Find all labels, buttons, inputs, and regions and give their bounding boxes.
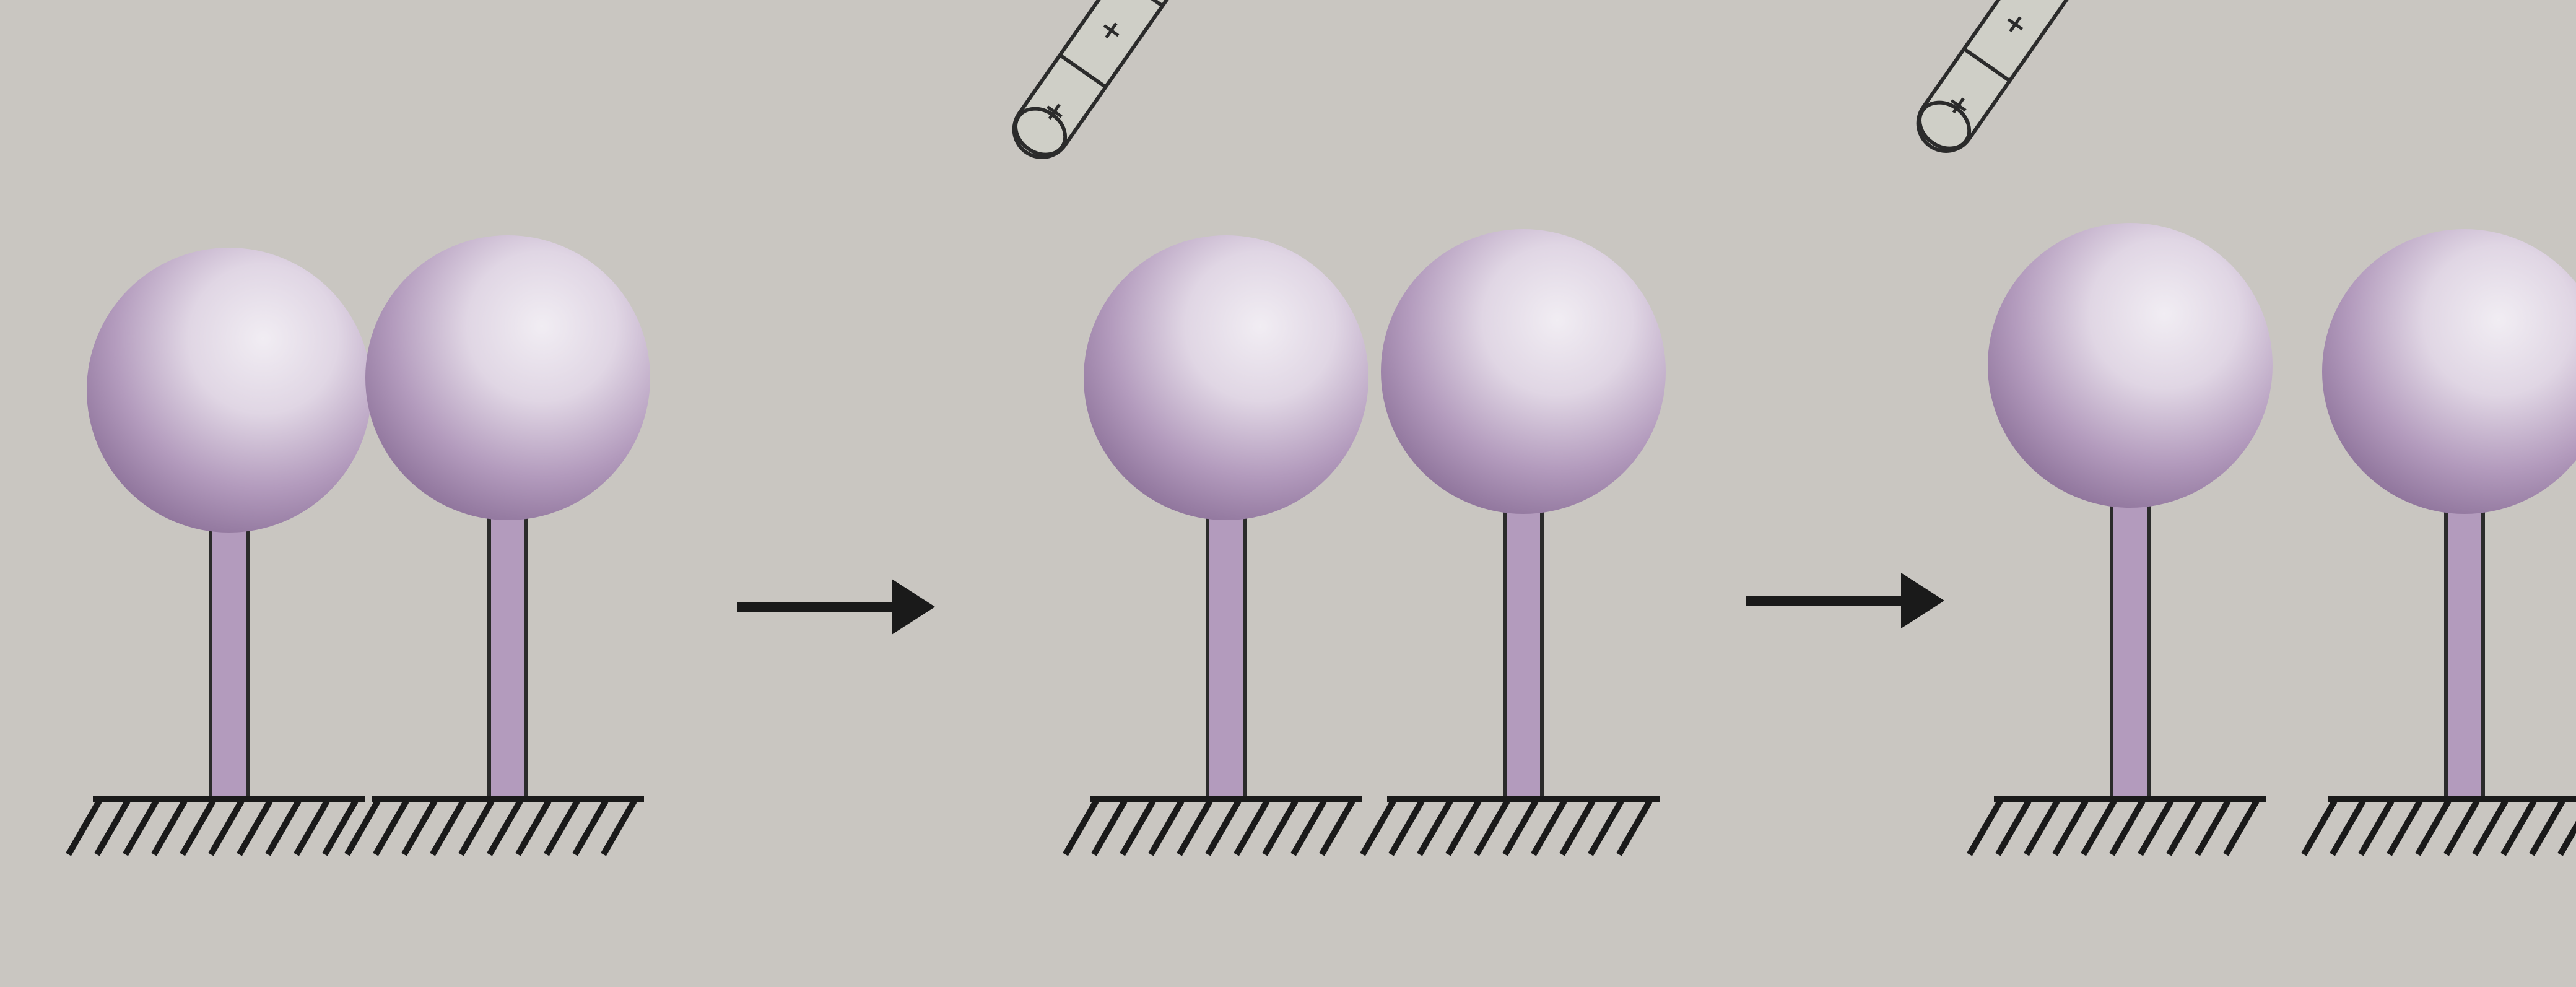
stand [2446,495,2483,799]
ground [2304,799,2576,854]
metal-sphere [1988,223,2273,508]
ground [1363,799,1660,854]
stand [1505,495,1542,799]
metal-sphere [87,248,372,533]
metal-sphere [2322,229,2576,514]
charged-rod [1907,0,2180,162]
charged-rod [1003,0,1276,168]
ground [347,799,645,854]
stand [489,502,526,799]
metal-sphere [365,235,650,520]
metal-sphere [1084,235,1368,520]
ground [69,799,366,854]
stand [211,514,248,799]
stand [2112,489,2149,799]
sequence-arrow [737,579,935,635]
ground [1970,799,2267,854]
sequence-arrow [1746,573,1944,628]
stand [1208,502,1245,799]
induction-diagram [0,0,2576,987]
metal-sphere [1381,229,1666,514]
ground [1066,799,1363,854]
